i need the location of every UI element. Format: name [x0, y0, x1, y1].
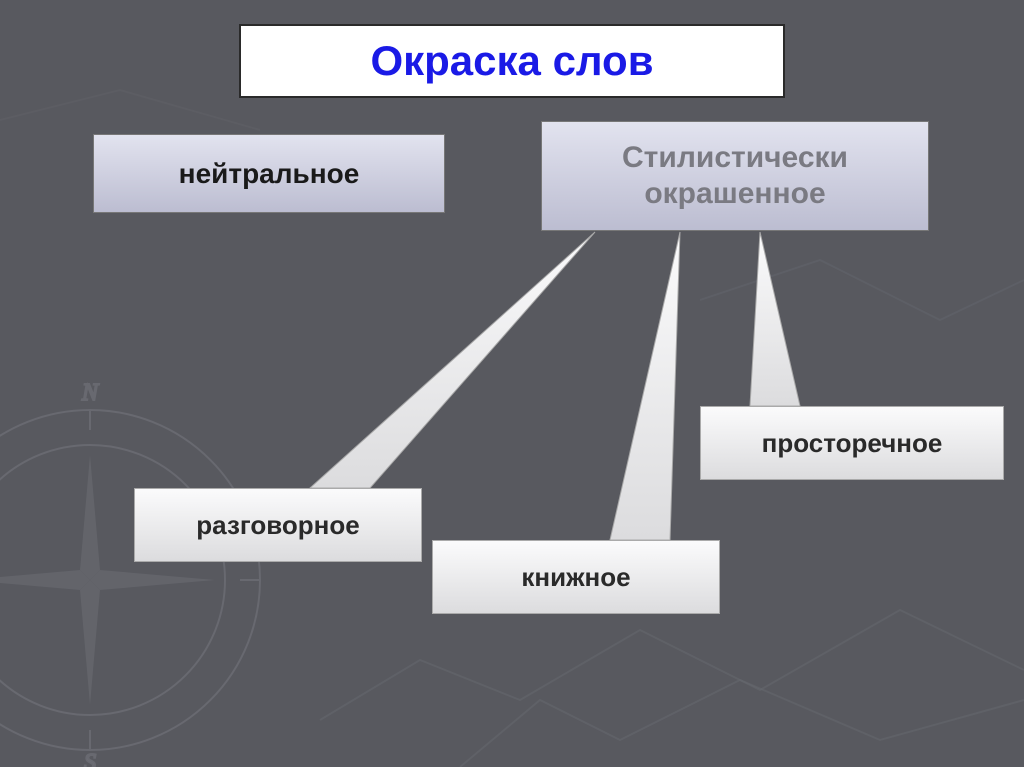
svg-text:S: S	[84, 750, 96, 767]
title-box: Окраска слов	[239, 24, 785, 98]
background-svg: N W S	[0, 0, 1024, 767]
callout-bookish-label: книжное	[521, 562, 630, 593]
node-stylistic-label: Стилистически окрашенное	[622, 140, 848, 212]
callout-colloquial-label: разговорное	[196, 510, 359, 541]
node-neutral: нейтральное	[93, 134, 445, 213]
callout-vernacular-label: просторечное	[762, 428, 943, 459]
callout-bookish: книжное	[432, 540, 720, 614]
callout-colloquial: разговорное	[134, 488, 422, 562]
title-text: Окраска слов	[370, 37, 653, 85]
node-neutral-label: нейтральное	[179, 157, 360, 191]
diagram-stage: N W S Окраска слов нейтральное Стилистич…	[0, 0, 1024, 767]
node-stylistic: Стилистически окрашенное	[541, 121, 929, 231]
callout-vernacular: просторечное	[700, 406, 1004, 480]
node-stylistic-line2: окрашенное	[622, 176, 848, 212]
node-stylistic-line1: Стилистически	[622, 140, 848, 176]
svg-text:N: N	[81, 380, 100, 406]
